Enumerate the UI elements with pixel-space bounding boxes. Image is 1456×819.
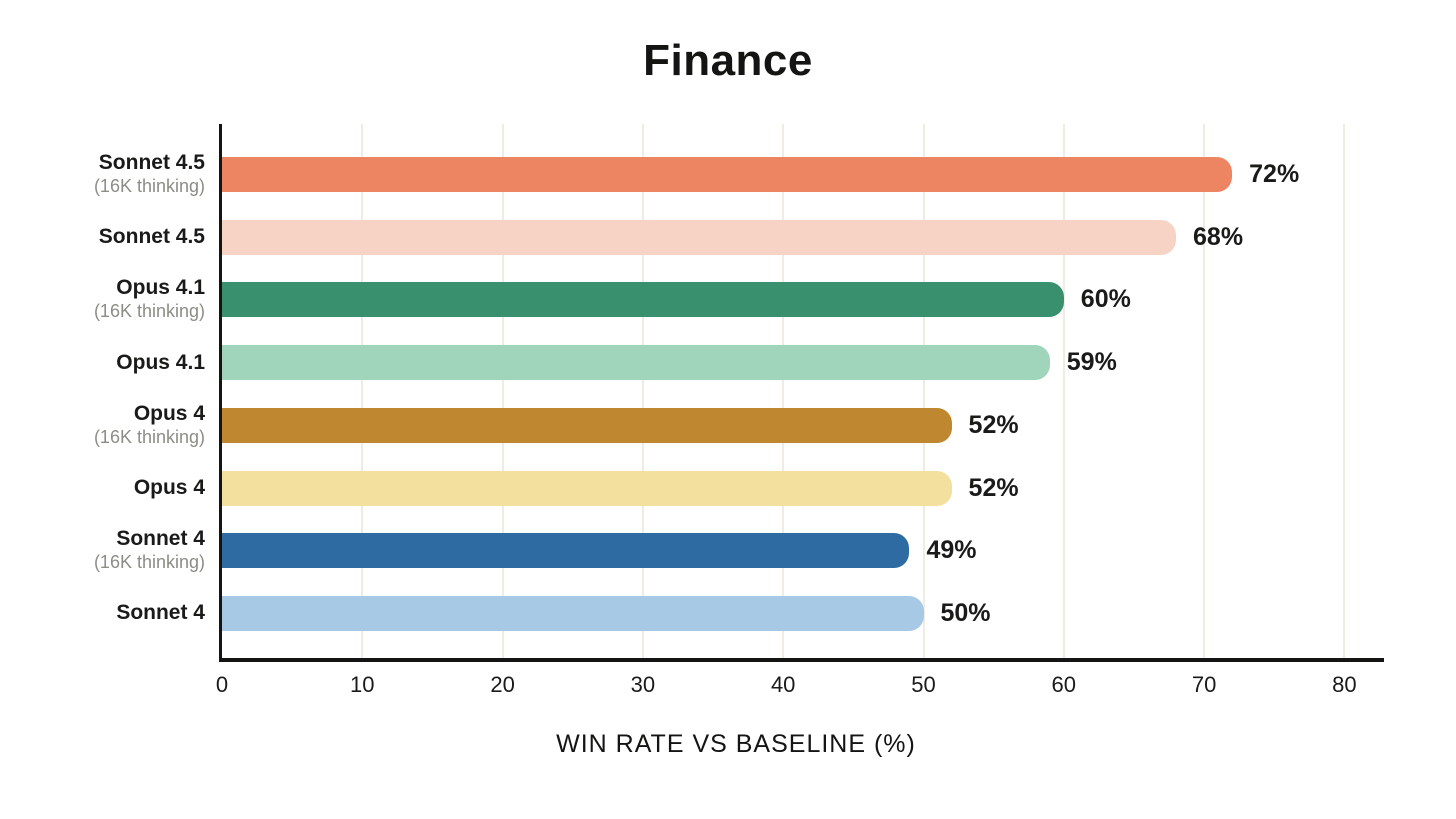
category-label-main: Opus 4.1 [116,276,205,300]
gridline-10 [361,124,364,658]
x-tick-label-80: 80 [1332,672,1357,697]
chart-title: Finance [643,36,813,85]
value-label: 59% [1066,348,1117,377]
x-axis-title: WIN RATE VS BASELINE (%) [556,730,916,758]
category-label-sub: (16K thinking) [93,176,205,196]
category-label-sub: (16K thinking) [93,426,205,447]
value-label: 50% [940,598,991,627]
category-label-main: Sonnet 4 [116,527,205,551]
gridline-80 [1343,124,1346,658]
x-tick-label-0: 0 [215,672,229,697]
category-label-main: Sonnet 4.5 [98,225,205,249]
gridline-50 [922,124,925,658]
gridline-30 [641,124,644,658]
category-label-sub: (16K thinking) [93,552,205,573]
value-label: 52% [968,410,1019,439]
gridline-20 [501,124,504,658]
category-label-main: Opus 4 [133,476,205,499]
x-tick-label-60: 60 [1051,672,1077,697]
category-label: Sonnet 4 (16K thinking) [0,527,205,574]
bar-opus-4-1 [222,345,1050,381]
category-label: Sonnet 4.5 (16K thinking) [0,151,205,198]
category-label-main: Sonnet 4.5 [98,151,205,174]
x-tick-label-40: 40 [770,672,796,697]
value-label: 52% [968,473,1019,502]
x-tick-label-20: 20 [490,672,515,697]
bar-sonnet-4-16k-thinking [222,533,910,569]
category-label-main: Opus 4.1 [116,350,205,374]
category-label-sub: (16K thinking) [93,301,205,322]
value-label: 60% [1080,285,1131,314]
category-label-main: Sonnet 4 [116,601,205,625]
category-label: Opus 4 [0,476,205,500]
gridline-60 [1062,124,1065,658]
value-label: 49% [926,536,977,565]
x-axis-line [219,658,1385,662]
bar-opus-4-16k-thinking [222,407,952,443]
gridline-70 [1203,124,1206,658]
category-label: Opus 4.1 [0,351,205,375]
x-tick-label-50: 50 [911,672,936,697]
bar-sonnet-4-5-16k-thinking [222,157,1233,192]
value-label: 72% [1249,160,1300,188]
category-label-main: Opus 4 [133,401,205,425]
y-axis-line [219,124,222,662]
x-tick-label-70: 70 [1191,672,1217,697]
category-label: Opus 4.1 (16K thinking) [0,276,205,323]
bar-opus-4 [222,470,952,506]
x-tick-label-10: 10 [350,672,375,697]
category-label: Sonnet 4.5 [0,225,205,249]
bar-sonnet-4-5 [222,219,1177,255]
bar-opus-4-1-16k-thinking [222,282,1064,318]
value-label: 68% [1193,222,1244,251]
gridline-40 [782,124,785,658]
category-label: Opus 4 (16K thinking) [0,402,205,449]
category-label: Sonnet 4 [0,601,205,625]
x-tick-label-30: 30 [630,672,656,697]
bar-sonnet-4 [222,595,924,631]
